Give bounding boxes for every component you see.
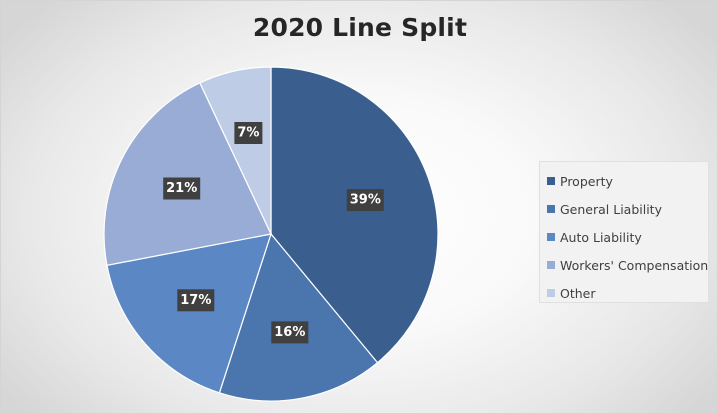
legend-item-property: Property [547, 167, 708, 195]
legend-swatch [547, 233, 555, 241]
legend-swatch [547, 261, 555, 269]
data-label-text: 7% [237, 126, 259, 141]
data-label-box [346, 189, 384, 212]
legend-item-auto-liability: Auto Liability [547, 223, 708, 251]
data-label-auto-liability: 17% [177, 289, 215, 312]
data-label-box [271, 321, 309, 344]
legend-label: Auto Liability [560, 229, 642, 245]
legend-label: Property [560, 173, 613, 189]
data-label-property: 39% [346, 189, 384, 212]
pie-slice-general-liability [218, 232, 379, 402]
pie-slice-workers-compensation [103, 82, 272, 266]
data-label-box [234, 122, 263, 144]
data-label-text: 39% [350, 193, 381, 208]
legend-item-other: Other [547, 279, 708, 307]
chart-title: 2020 Line Split [252, 13, 468, 42]
legend-item-general-liability: General Liability [547, 195, 708, 223]
data-label-text: 21% [166, 181, 197, 196]
legend-swatch [547, 205, 555, 213]
legend-label: Workers' Compensation [560, 257, 709, 273]
legend-swatch [547, 177, 555, 185]
chart-legend: Property General Liability Auto Liability W… [539, 161, 709, 303]
pie-slice-other [199, 66, 272, 235]
data-label-general-liability: 16% [271, 321, 309, 344]
pie-slice-auto-liability [106, 233, 272, 394]
pie-slice-property [270, 66, 439, 364]
data-label-box [163, 177, 201, 200]
data-label-box [177, 289, 215, 312]
legend-label: General Liability [560, 201, 662, 217]
legend-item-workers-compensation: Workers' Compensation [547, 251, 708, 279]
data-label-workers-compensation: 21% [163, 177, 201, 200]
data-label-text: 17% [180, 293, 211, 308]
legend-swatch [547, 289, 555, 297]
data-label-other: 7% [234, 122, 263, 144]
data-label-text: 16% [274, 325, 305, 340]
legend-label: Other [560, 285, 596, 301]
